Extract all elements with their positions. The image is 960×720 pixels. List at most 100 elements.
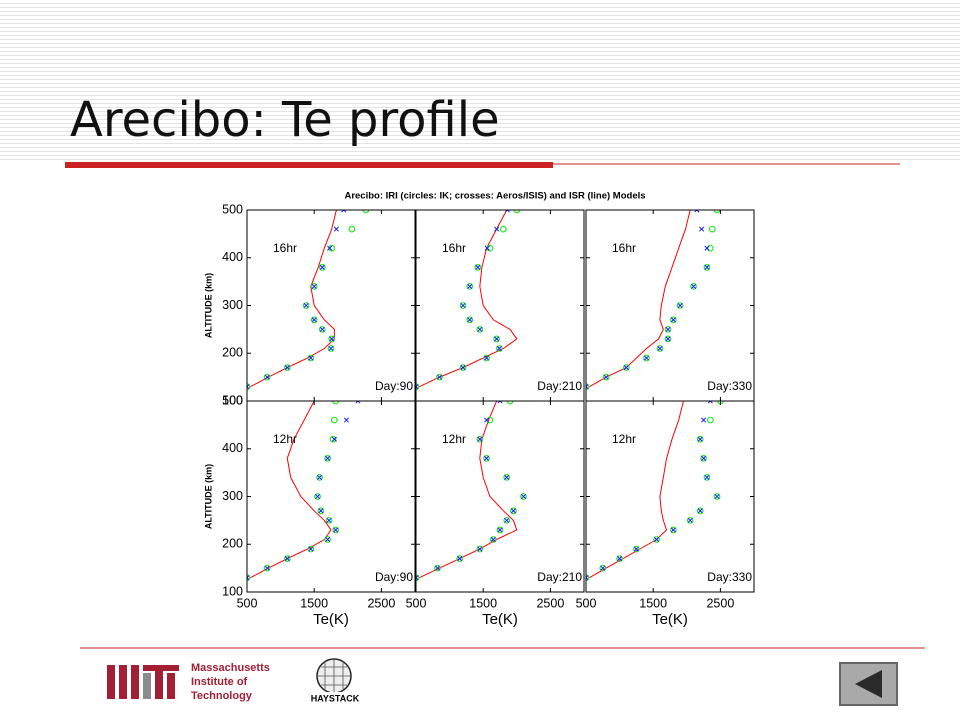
ik-marker xyxy=(703,474,711,481)
aeros-marker xyxy=(284,556,290,562)
ik-marker xyxy=(483,454,490,462)
ik-marker xyxy=(459,364,467,371)
isr-line xyxy=(250,210,337,388)
ik-marker xyxy=(329,435,337,443)
logo-text: Massachusetts xyxy=(191,662,270,674)
isr-line xyxy=(419,401,518,579)
plot-area xyxy=(247,210,370,391)
logo-background xyxy=(80,659,298,705)
logo-bar xyxy=(155,665,163,699)
title-rule-thick xyxy=(65,162,553,168)
aeros-marker xyxy=(264,565,270,571)
ik-marker xyxy=(348,225,356,233)
aeros-marker xyxy=(665,326,671,332)
aeros-marker xyxy=(416,384,419,390)
logo-bar xyxy=(143,665,179,671)
ik-marker xyxy=(456,555,464,562)
aeros-marker xyxy=(497,527,503,533)
ik-marker xyxy=(664,325,672,333)
ik-marker xyxy=(328,244,336,252)
aeros-marker xyxy=(325,536,331,543)
ik-marker xyxy=(434,564,441,572)
aeros-marker xyxy=(311,283,317,289)
aeros-marker xyxy=(484,245,490,251)
mit-logo: Massachusetts Institute of Technology xyxy=(80,659,298,705)
aeros-marker xyxy=(504,517,510,523)
aeros-marker xyxy=(284,365,290,371)
aeros-marker xyxy=(247,384,250,390)
aeros-marker xyxy=(467,317,473,323)
ik-marker xyxy=(283,364,291,371)
y-axis-label: ALTITUDE (km) xyxy=(203,273,213,338)
radome-grid xyxy=(318,659,350,693)
y-tick-label: 300 xyxy=(222,489,243,503)
plot-area xyxy=(416,210,521,391)
aeros-marker xyxy=(494,336,500,342)
logo-bar xyxy=(131,665,139,699)
aeros-marker xyxy=(670,527,676,533)
ik-marker xyxy=(474,263,482,271)
panel: 500 1500 2500 Te(K) 12hr Day:330 xyxy=(576,400,755,628)
aeros-marker xyxy=(343,417,350,423)
hour-label: 16hr xyxy=(442,241,466,255)
aeros-marker xyxy=(333,527,339,533)
x-tick-label: 500 xyxy=(237,596,258,610)
hour-label: 16hr xyxy=(273,241,297,255)
ik-marker xyxy=(669,316,677,324)
plot-area xyxy=(247,401,361,582)
aeros-marker xyxy=(460,302,466,309)
aeros-marker xyxy=(416,575,419,581)
aeros-marker xyxy=(617,556,623,562)
aeros-marker xyxy=(677,302,683,309)
ik-marker xyxy=(314,493,321,500)
x-tick-label: 2500 xyxy=(367,596,395,610)
aeros-marker xyxy=(496,345,502,352)
y-tick-label: 100 xyxy=(222,393,243,407)
slide-title: Arecibo: Te profile xyxy=(70,92,500,148)
ik-marker xyxy=(328,335,336,343)
aeros-marker xyxy=(586,575,589,581)
aeros-marker xyxy=(670,317,676,323)
ik-marker xyxy=(316,474,323,481)
aeros-marker xyxy=(315,493,321,500)
ik-marker xyxy=(324,536,332,543)
aeros-marker xyxy=(328,345,334,352)
aeros-marker xyxy=(687,517,693,523)
ik-marker xyxy=(676,302,684,309)
aeros-marker xyxy=(657,345,663,352)
ik-marker xyxy=(669,526,677,534)
hour-label: 12hr xyxy=(273,432,297,446)
aeros-marker xyxy=(247,575,250,581)
ik-marker xyxy=(700,454,707,462)
ik-marker xyxy=(317,507,325,515)
aeros-marker xyxy=(484,417,490,423)
ik-marker xyxy=(325,516,333,524)
ik-marker xyxy=(706,416,714,424)
ik-marker xyxy=(476,435,484,443)
logo-text: Technology xyxy=(191,690,253,702)
back-button[interactable] xyxy=(839,662,898,706)
ik-marker xyxy=(362,210,370,214)
aeros-marker xyxy=(475,264,481,270)
ik-marker xyxy=(708,225,716,233)
x-tick-label: 500 xyxy=(406,596,427,610)
logo-text: Institute of xyxy=(191,676,248,688)
aeros-marker xyxy=(331,436,337,442)
back-arrow[interactable] xyxy=(855,670,882,698)
aeros-marker xyxy=(434,565,441,571)
hour-label: 16hr xyxy=(612,241,636,255)
y-tick-label: 300 xyxy=(222,298,243,312)
ik-marker xyxy=(459,302,467,309)
aeros-marker xyxy=(504,474,510,480)
aeros-marker xyxy=(643,355,650,361)
ik-marker xyxy=(602,373,610,381)
ik-marker xyxy=(247,574,251,582)
day-label: Day:210 xyxy=(537,570,582,584)
ik-marker xyxy=(318,325,326,333)
aeros-marker xyxy=(520,493,527,500)
ik-marker xyxy=(713,493,721,500)
ik-marker xyxy=(616,555,623,562)
ik-marker xyxy=(496,526,504,534)
